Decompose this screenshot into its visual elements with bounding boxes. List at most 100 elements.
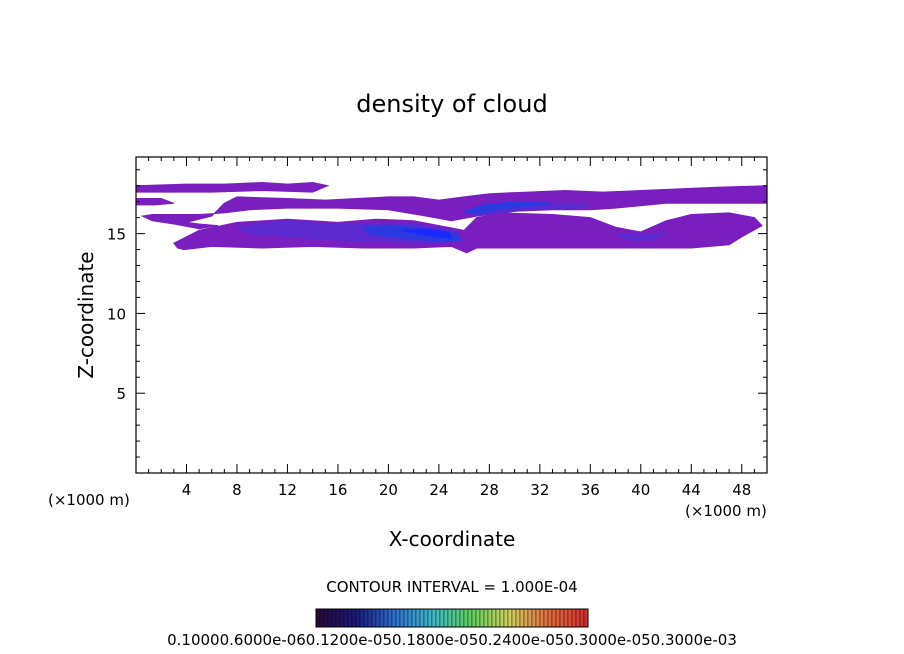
colorbar-segment xyxy=(331,608,337,628)
colorbar-segment xyxy=(355,608,361,628)
colorbar-segment xyxy=(403,608,409,628)
colorbar-segment xyxy=(451,608,457,628)
y-tick-label: 10 xyxy=(107,305,126,323)
colorbar-segment xyxy=(319,608,325,628)
chart-title: density of cloud xyxy=(356,90,547,118)
colorbar-segment xyxy=(335,608,341,628)
colorbar-segment xyxy=(559,608,565,628)
colorbar-segment xyxy=(447,608,453,628)
colorbar-segment xyxy=(455,608,461,628)
colorbar-segment xyxy=(415,608,421,628)
colorbar-segment xyxy=(435,608,441,628)
colorbar-segment xyxy=(419,608,425,628)
x-tick-label: 20 xyxy=(379,481,398,499)
x-tick-label: 32 xyxy=(530,481,549,499)
x-tick-label: 24 xyxy=(429,481,448,499)
colorbar-segment xyxy=(427,608,433,628)
x-tick-label: 44 xyxy=(682,481,701,499)
colorbar-segment xyxy=(399,608,405,628)
colorbar-segment xyxy=(327,608,333,628)
contour-interval-text: CONTOUR INTERVAL = 1.000E-04 xyxy=(326,578,577,596)
colorbar-segment xyxy=(583,608,589,628)
colorbar-segment xyxy=(507,608,513,628)
x-axis-label: X-coordinate xyxy=(389,527,516,551)
colorbar-segment xyxy=(515,608,521,628)
colorbar-labels: 0.10000.6000e-060.1200e-050.1800e-050.24… xyxy=(167,631,737,649)
colorbar-segment xyxy=(563,608,569,628)
colorbar-segment xyxy=(367,608,373,628)
colorbar-segment xyxy=(395,608,401,628)
colorbar-segment xyxy=(503,608,509,628)
y-axis-label: Z-coordinate xyxy=(74,251,98,378)
colorbar-segment xyxy=(543,608,549,628)
x-unit-left: (×1000 m) xyxy=(48,491,130,509)
y-axis-tick-labels: 5 10 15 xyxy=(107,226,126,404)
cloud-region-dense xyxy=(462,201,553,216)
colorbar-segment xyxy=(487,608,493,628)
colorbar-segment xyxy=(551,608,557,628)
colorbar-segment xyxy=(359,608,365,628)
cloud-region-base xyxy=(136,181,330,193)
colorbar-segment xyxy=(431,608,437,628)
colorbar-segment xyxy=(371,608,377,628)
cloud-region-core xyxy=(400,228,453,240)
colorbar-segment xyxy=(495,608,501,628)
colorbar xyxy=(315,608,589,628)
colorbar-segment xyxy=(463,608,469,628)
x-tick-label: 40 xyxy=(631,481,650,499)
colorbar-segment xyxy=(411,608,417,628)
colorbar-segment xyxy=(423,608,429,628)
x-tick-label: 48 xyxy=(732,481,751,499)
colorbar-segment xyxy=(531,608,537,628)
colorbar-segment xyxy=(459,608,465,628)
colorbar-segment xyxy=(443,608,449,628)
cloud-region-mid xyxy=(615,231,667,241)
colorbar-segment xyxy=(535,608,541,628)
cloud-region-base xyxy=(173,212,763,254)
colorbar-segment xyxy=(379,608,385,628)
colorbar-segment xyxy=(519,608,525,628)
colorbar-segment xyxy=(315,608,321,628)
x-tick-label: 4 xyxy=(182,481,192,499)
colorbar-segment xyxy=(439,608,445,628)
y-tick-label: 5 xyxy=(116,385,126,403)
cloud-region-base xyxy=(140,185,767,230)
colorbar-frame xyxy=(315,608,589,628)
colorbar-segment xyxy=(475,608,481,628)
y-tick-label: 15 xyxy=(107,226,126,244)
x-tick-label: 8 xyxy=(232,481,242,499)
colorbar-segment xyxy=(467,608,473,628)
y-axis-ticks xyxy=(136,169,767,458)
colorbar-segment xyxy=(323,608,329,628)
colorbar-segment xyxy=(407,608,413,628)
colorbar-segment xyxy=(343,608,349,628)
colorbar-segment xyxy=(491,608,497,628)
colorbar-segment xyxy=(527,608,533,628)
colorbar-segment xyxy=(539,608,545,628)
colorbar-segment xyxy=(511,608,517,628)
colorbar-segment xyxy=(391,608,397,628)
cloud-region-base xyxy=(136,198,175,206)
colorbar-segment xyxy=(499,608,505,628)
colorbar-segment xyxy=(387,608,393,628)
colorbar-segment xyxy=(351,608,357,628)
colorbar-segment xyxy=(523,608,529,628)
colorbar-segment xyxy=(555,608,561,628)
colorbar-segment xyxy=(571,608,577,628)
colorbar-segment xyxy=(375,608,381,628)
colorbar-segment xyxy=(483,608,489,628)
colorbar-segment xyxy=(575,608,581,628)
x-tick-label: 16 xyxy=(328,481,347,499)
colorbar-segment xyxy=(339,608,345,628)
x-tick-label: 28 xyxy=(480,481,499,499)
colorbar-segment xyxy=(363,608,369,628)
x-tick-label: 36 xyxy=(581,481,600,499)
colorbar-segment xyxy=(579,608,585,628)
x-axis-ticks xyxy=(148,157,755,473)
colorbar-segment xyxy=(547,608,553,628)
colorbar-segment xyxy=(347,608,353,628)
cloud-fill-regions xyxy=(136,181,767,254)
colorbar-segment xyxy=(471,608,477,628)
colorbar-segment xyxy=(383,608,389,628)
